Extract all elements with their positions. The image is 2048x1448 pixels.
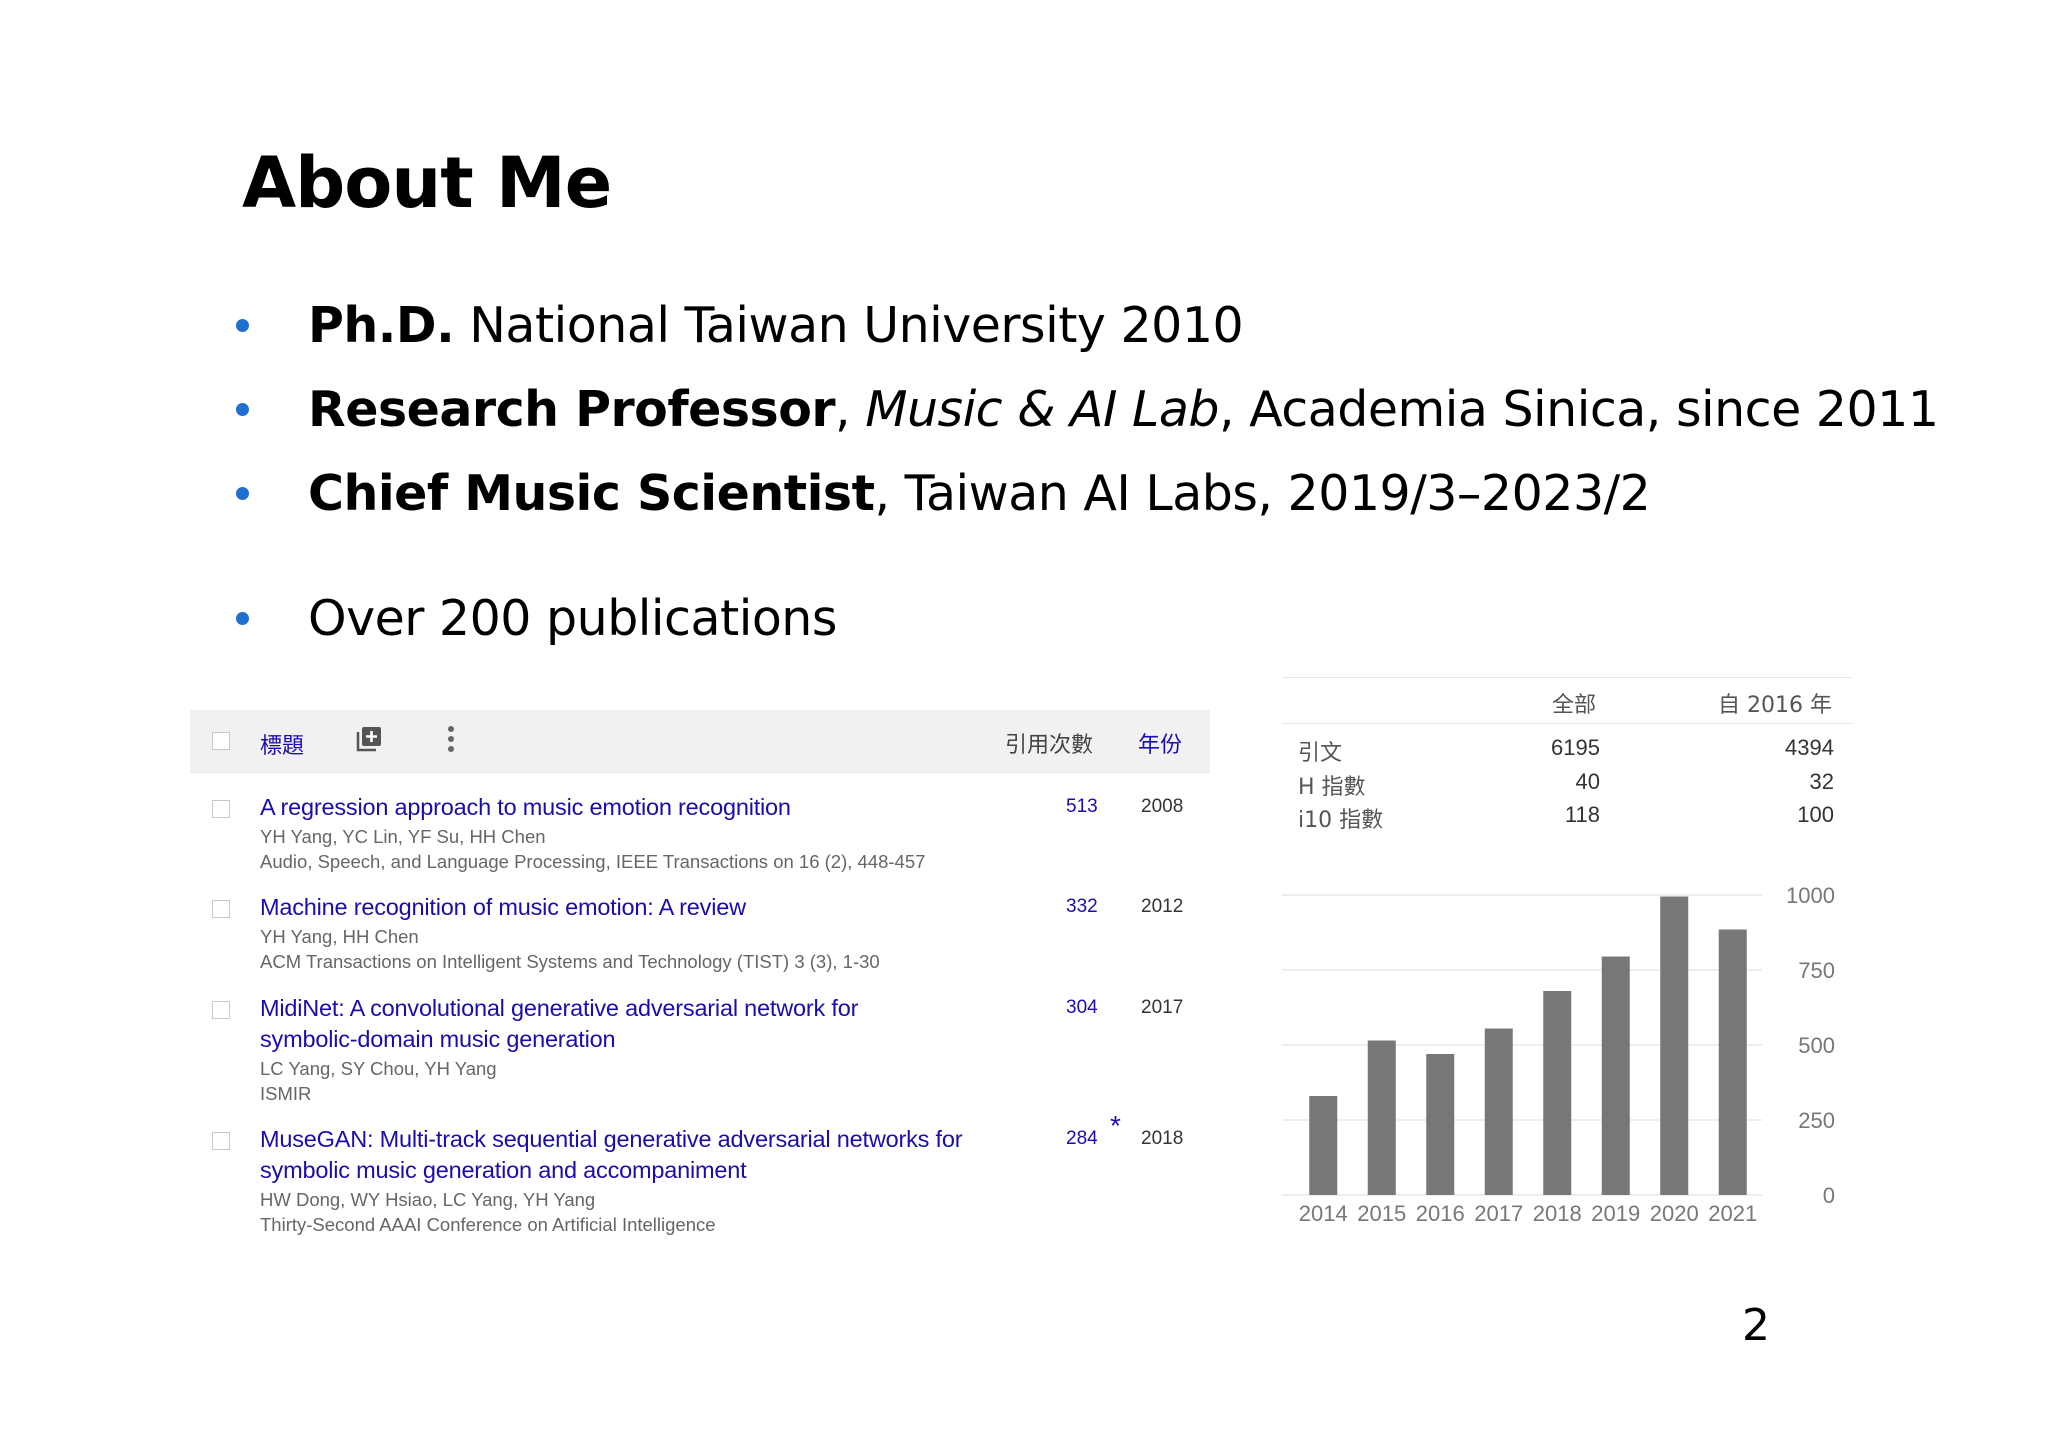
cited-by-count-link[interactable]: 304 — [1066, 997, 1098, 1018]
sort-by-year-link[interactable]: 年份 — [1138, 733, 1183, 758]
chart-y-tick-label: 0 — [1823, 1183, 1835, 1208]
publication-checkbox[interactable] — [212, 900, 230, 918]
bullet-role: Chief Music Scientist — [308, 465, 875, 522]
chart-bars — [1309, 896, 1747, 1196]
stats-label-h-index: H 指數 — [1298, 775, 1366, 800]
publication-checkbox[interactable] — [212, 800, 230, 818]
slide-title: About Me — [242, 142, 612, 224]
scholar-publication-list: 標題 引用次數 年份 A regression approach to musi… — [190, 710, 1210, 1250]
publication-venue: ACM Transactions on Intelligent Systems … — [260, 951, 880, 972]
publication-venue: Thirty-Second AAAI Conference on Artific… — [260, 1214, 716, 1235]
publication-title-link[interactable]: Machine recognition of music emotion: A … — [260, 894, 746, 920]
stats-citations-all: 6195 — [1551, 735, 1600, 760]
chart-y-tick-label: 250 — [1798, 1108, 1835, 1133]
chart-x-tick-label: 2017 — [1474, 1201, 1523, 1226]
chart-x-tick-label: 2018 — [1533, 1201, 1582, 1226]
chart-y-tick-labels: 0 250 500 750 1000 — [1786, 883, 1835, 1208]
cited-by-count-link[interactable]: 332 — [1066, 896, 1098, 917]
bullet-role-detail: , Taiwan AI Labs, 2019/3–2023/2 — [874, 465, 1651, 522]
bullet-role-detail: , Academia Sinica, since 2011 — [1218, 381, 1939, 438]
bullet-dot-icon — [236, 403, 249, 416]
merged-citations-star-icon[interactable]: * — [1110, 1110, 1121, 1141]
stats-i10-index-all: 118 — [1564, 802, 1600, 827]
publication-title-link[interactable]: A regression approach to music emotion r… — [260, 794, 791, 820]
chart-x-tick-labels: 2014 2015 2016 2017 2018 2019 2020 2021 — [1299, 1201, 1757, 1226]
stats-h-index-all: 40 — [1575, 769, 1600, 794]
stats-citations-since: 4394 — [1785, 735, 1834, 760]
stats-i10-index-since: 100 — [1797, 802, 1834, 827]
more-vert-icon[interactable] — [446, 724, 456, 754]
publication-authors: LC Yang, SY Chou, YH Yang — [260, 1058, 497, 1079]
publication-title-link[interactable]: MuseGAN: Multi-track sequential generati… — [260, 1126, 963, 1183]
publication-authors: YH Yang, HH Chen — [260, 926, 419, 947]
cited-by-count-link[interactable]: 513 — [1066, 796, 1098, 817]
chart-y-tick-label: 500 — [1798, 1033, 1835, 1058]
chart-x-tick-label: 2016 — [1416, 1201, 1465, 1226]
chart-x-tick-label: 2019 — [1591, 1201, 1640, 1226]
bullet-dot-icon — [236, 487, 249, 500]
chart-bar[interactable] — [1660, 896, 1689, 1196]
chart-bar[interactable] — [1718, 929, 1747, 1196]
publication-venue: Audio, Speech, and Language Processing, … — [260, 851, 926, 872]
chart-bar[interactable] — [1484, 1028, 1513, 1196]
chart-x-tick-label: 2021 — [1708, 1201, 1757, 1226]
stats-label-citations: 引文 — [1298, 741, 1343, 766]
stats-col-all: 全部 — [1552, 693, 1597, 718]
stats-divider — [1282, 723, 1852, 724]
stats-h-index-since: 32 — [1809, 769, 1834, 794]
chart-bar[interactable] — [1601, 956, 1630, 1196]
publication-checkbox[interactable] — [212, 1001, 230, 1019]
bullet-dot-icon — [236, 612, 249, 625]
bullet-separator: , — [835, 381, 866, 438]
bullet-publications-text: Over 200 publications — [308, 590, 837, 647]
chart-bar[interactable] — [1367, 1040, 1396, 1196]
chart-gridlines — [1282, 894, 1762, 1196]
select-all-checkbox[interactable] — [212, 732, 230, 750]
sort-by-title-link[interactable]: 標題 — [260, 734, 305, 759]
cited-by-count-link[interactable]: 284 — [1066, 1128, 1098, 1149]
page-number: 2 — [1742, 1300, 1770, 1351]
chart-x-tick-label: 2014 — [1299, 1201, 1348, 1226]
publication-list-header: 標題 引用次數 年份 — [190, 710, 1210, 773]
publication-venue: ISMIR — [260, 1083, 312, 1104]
publication-authors: YH Yang, YC Lin, YF Su, HH Chen — [260, 826, 546, 847]
chart-x-tick-label: 2020 — [1650, 1201, 1699, 1226]
publication-year: 2008 — [1141, 796, 1184, 817]
stats-label-i10-index: i10 指數 — [1298, 808, 1384, 833]
stats-col-since: 自 2016 年 — [1718, 693, 1832, 718]
chart-bar[interactable] — [1309, 1096, 1338, 1195]
citations-per-year-chart: 2014 2015 2016 2017 2018 2019 2020 2021 0 250 500… — [1282, 883, 1835, 1226]
bullet-role: Research Professor — [308, 381, 836, 438]
cited-by-column-header[interactable]: 引用次數 — [1005, 733, 1094, 758]
publication-title-link[interactable]: MidiNet: A convolutional generative adve… — [260, 995, 859, 1052]
bullet-lab-name: Music & AI Lab — [865, 381, 1219, 438]
publication-year: 2017 — [1141, 997, 1184, 1018]
publication-checkbox[interactable] — [212, 1132, 230, 1150]
add-to-library-icon[interactable] — [356, 726, 382, 752]
publication-year: 2018 — [1141, 1128, 1184, 1149]
bullet-phd-detail: National Taiwan University 2010 — [454, 297, 1244, 354]
chart-bar[interactable] — [1543, 991, 1572, 1195]
citation-stats-panel: 全部 自 2016 年 引文 6195 4394 H 指數 40 32 i10 … — [1282, 677, 1852, 1237]
publication-authors: HW Dong, WY Hsiao, LC Yang, YH Yang — [260, 1189, 596, 1210]
stats-divider — [1282, 677, 1852, 678]
bullet-phd-degree: Ph.D. — [308, 297, 455, 354]
chart-x-tick-label: 2015 — [1357, 1201, 1406, 1226]
publication-year: 2012 — [1141, 896, 1184, 917]
chart-bar[interactable] — [1426, 1054, 1455, 1195]
bullet-dot-icon — [236, 319, 249, 332]
chart-y-tick-label: 750 — [1798, 958, 1835, 983]
chart-y-tick-label: 1000 — [1786, 883, 1835, 908]
